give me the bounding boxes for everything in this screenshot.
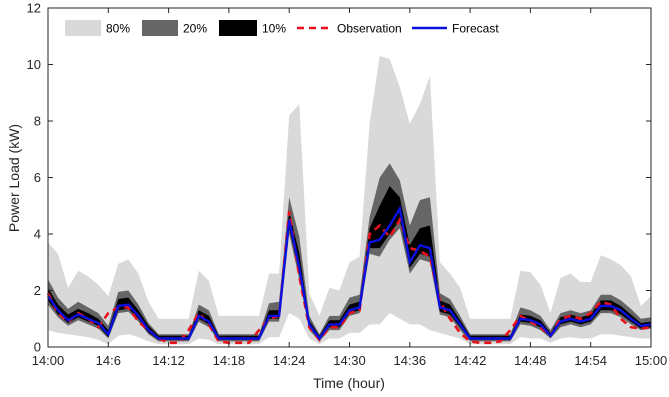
x-tick-label: 14:54 xyxy=(574,353,607,368)
legend-label: Forecast xyxy=(452,22,499,36)
x-tick-label: 14:48 xyxy=(514,353,547,368)
x-tick-label: 14:42 xyxy=(454,353,487,368)
legend-label: 20% xyxy=(183,22,207,36)
x-tick-label: 14:36 xyxy=(394,353,427,368)
legend-swatch-10pct xyxy=(219,20,257,36)
x-tick-label: 14:6 xyxy=(96,353,121,368)
y-axis-label: Power Load (kW) xyxy=(6,124,22,232)
tick-labels: 14:00 14:6 14:12 14:18 14:24 14:30 14:36 14:42 1… xyxy=(27,1,668,369)
x-tick-label: 14:00 xyxy=(32,353,65,368)
x-tick-label: 14:12 xyxy=(152,353,185,368)
x-axis-label: Time (hour) xyxy=(313,375,385,391)
legend-swatch-20pct xyxy=(142,20,178,36)
uncertainty-bands xyxy=(48,56,651,345)
series-lines xyxy=(46,205,652,345)
legend-label: Observation xyxy=(337,22,402,36)
legend-label: 10% xyxy=(262,22,286,36)
y-tick-label: 0 xyxy=(34,340,41,355)
band-80-area xyxy=(48,56,651,345)
y-tick-label: 10 xyxy=(27,57,41,72)
x-tick-label: 14:24 xyxy=(273,353,306,368)
y-tick-label: 6 xyxy=(34,170,41,185)
y-tick-label: 12 xyxy=(27,1,41,16)
plot-axes xyxy=(47,7,652,348)
forecast-line xyxy=(47,205,652,341)
y-tick-label: 2 xyxy=(34,283,41,298)
legend-label: 80% xyxy=(106,22,130,36)
legend-swatch-80pct xyxy=(65,20,101,36)
y-tick-label: 4 xyxy=(34,227,41,242)
x-tick-label: 14:18 xyxy=(213,353,246,368)
x-tick-label: 14:30 xyxy=(333,353,366,368)
chart-legend: 80% 20% 10% Observation Forecast xyxy=(65,20,499,36)
y-tick-label: 8 xyxy=(34,114,41,129)
x-tick-label: 15:00 xyxy=(635,353,668,368)
